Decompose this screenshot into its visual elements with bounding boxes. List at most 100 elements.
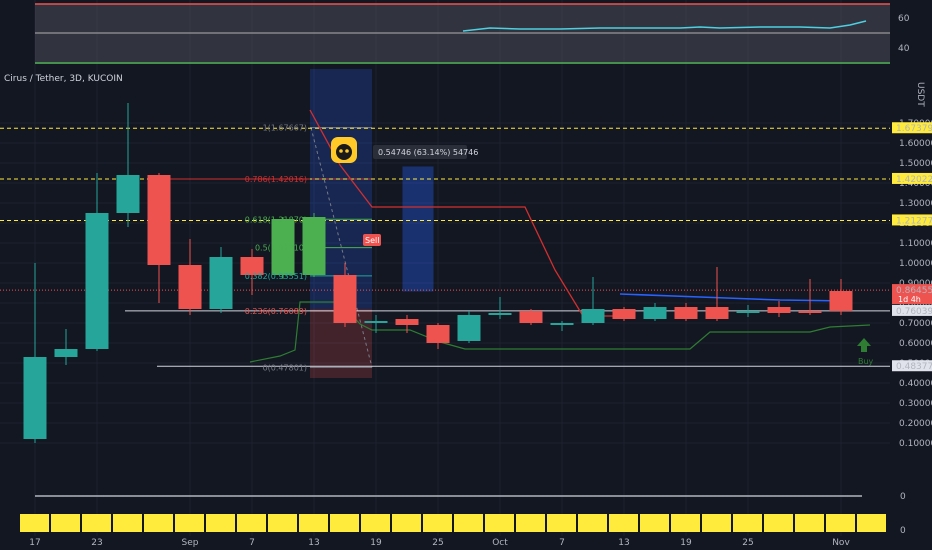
candle-body <box>395 319 419 325</box>
signal-strip-cell <box>113 514 142 532</box>
cat-logo-face <box>336 144 352 160</box>
signal-strip-cell <box>516 514 545 532</box>
chart-overlays <box>0 69 890 532</box>
rsi-pane <box>35 3 890 64</box>
measure-tooltip-bg <box>373 145 467 159</box>
sell-signal-bg <box>363 234 381 246</box>
price-tag-label: 0.76039 <box>896 307 932 317</box>
time-axis-label: 19 <box>370 538 382 548</box>
sell-signal-text: Sell <box>365 236 379 245</box>
candle-body <box>178 265 202 309</box>
buy-signal-text: Buy <box>858 357 874 366</box>
candle-body <box>147 175 171 265</box>
candle-body <box>550 323 574 325</box>
rsi-axis-tick: 60 <box>898 14 910 24</box>
rsi-band <box>35 4 890 64</box>
signal-strip-cell <box>299 514 328 532</box>
buy-arrow-icon <box>857 338 871 352</box>
candle-body <box>23 357 47 439</box>
fib-level-label: 0.236(0.76089) <box>245 307 307 316</box>
time-axis-label: Oct <box>492 538 508 548</box>
chart-grid <box>0 0 890 536</box>
signal-strip-cell <box>361 514 390 532</box>
price-tag-label: 1.42022 <box>896 175 932 185</box>
sell-signal: Sell <box>363 234 381 246</box>
fib-level-label: 0(0.47801) <box>263 363 307 372</box>
signal-strip-cell <box>578 514 607 532</box>
candle-body <box>302 217 326 275</box>
price-tag <box>892 214 932 226</box>
signal-strip-cell <box>144 514 173 532</box>
signal-strip-cell <box>671 514 700 532</box>
candle-body <box>519 311 543 323</box>
candle-body <box>705 307 729 319</box>
signal-strip-cell <box>175 514 204 532</box>
candle-body <box>457 315 481 341</box>
candle-body <box>333 275 357 323</box>
price-tag <box>892 172 932 184</box>
price-tag-label: 0.48377 <box>896 362 932 372</box>
candle-body <box>829 291 853 311</box>
time-axis-label: 7 <box>559 538 565 548</box>
rsi-line <box>462 20 867 32</box>
candle-body <box>116 175 140 213</box>
price-axis-tick: 0.10000 <box>899 439 932 449</box>
cat-logo-eye <box>339 149 343 153</box>
signal-strip-cell <box>764 514 793 532</box>
candles-layer <box>23 103 853 443</box>
candle-body <box>736 311 760 313</box>
signal-strip-cell <box>423 514 452 532</box>
price-tag <box>892 304 932 316</box>
trailing-stop-green <box>249 301 871 363</box>
measure-tooltip: 0.54746 (63.14%) 54746 <box>373 145 478 159</box>
price-axis[interactable]: 60401.700001.600001.500001.400001.300001… <box>35 14 932 536</box>
trend-blue-line <box>619 293 851 302</box>
time-axis-label: 7 <box>249 538 255 548</box>
signal-strip-cell <box>237 514 266 532</box>
time-axis-label: 23 <box>91 538 102 548</box>
fib-level-label: 0.618(1.21870) <box>245 215 307 224</box>
time-axis[interactable]: 17 23 Sep 7 13 19 25 Oct 7 13 19 25 Nov <box>29 538 850 548</box>
chart-labels: 1(1.67667) 0.786(1.42016) 0.618(1.21870) 0.… <box>245 124 874 373</box>
signal-strip-cell <box>547 514 576 532</box>
signal-strip-cell <box>795 514 824 532</box>
signal-strip-cell <box>485 514 514 532</box>
time-axis-label: Nov <box>832 538 850 548</box>
signal-strip-cell <box>702 514 731 532</box>
signal-strip-cell <box>206 514 235 532</box>
signal-strip-cell <box>51 514 80 532</box>
candle-body <box>209 257 233 309</box>
fib-level-label: 0.5(1.07710) <box>255 244 307 253</box>
candle-body <box>643 307 667 319</box>
signal-strip-cell <box>733 514 762 532</box>
signal-strip-cell <box>826 514 855 532</box>
signal-strip-cell <box>20 514 49 532</box>
time-axis-label: 25 <box>742 538 753 548</box>
candle-body <box>674 307 698 319</box>
signal-strip-cell <box>268 514 297 532</box>
price-tag-label: 0.86455 <box>896 286 932 296</box>
measure-box <box>402 166 434 292</box>
signal-strip-cell <box>640 514 669 532</box>
cat-logo-icon <box>331 137 357 163</box>
time-axis-label: 25 <box>432 538 443 548</box>
candle-body <box>240 257 264 275</box>
signal-strip-cell <box>330 514 359 532</box>
candle-body <box>271 219 295 275</box>
fib-trend-line <box>310 127 373 368</box>
time-axis-label: 17 <box>29 538 40 548</box>
candle-body <box>798 311 822 313</box>
candle-body <box>364 321 388 323</box>
price-tag <box>892 122 932 134</box>
fib-level-label: 0.382(0.93551) <box>245 272 307 281</box>
lower-axis-tick: 0 <box>900 526 906 536</box>
